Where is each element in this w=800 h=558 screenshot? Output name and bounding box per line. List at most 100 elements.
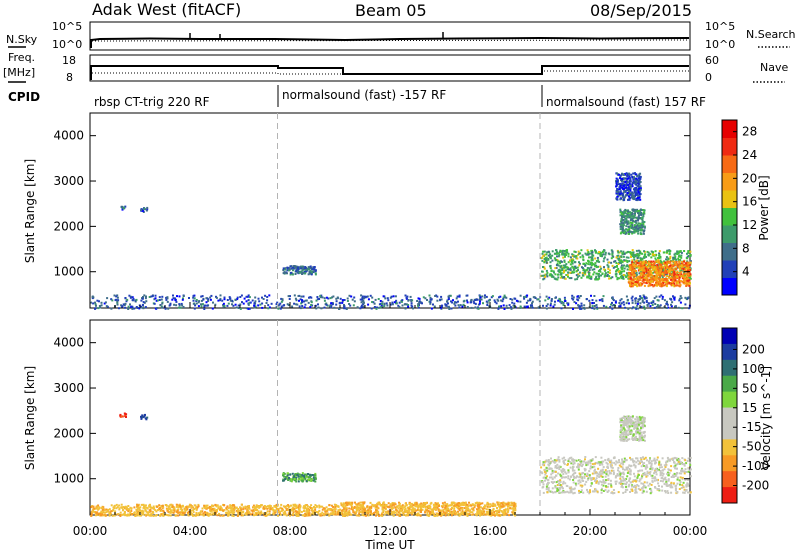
power-cell (638, 192, 640, 194)
velocity-cell (319, 515, 321, 517)
power-cell (674, 261, 676, 263)
power-cell (357, 306, 359, 308)
power-cell (633, 254, 635, 256)
power-cell (605, 306, 607, 308)
power-cell (310, 304, 312, 306)
power-cell (578, 264, 580, 266)
power-cell (600, 268, 602, 270)
power-cell (587, 267, 589, 269)
velocity-cell (167, 514, 169, 516)
power-cell (434, 295, 436, 297)
power-cell (283, 267, 285, 269)
power-cell (607, 268, 609, 270)
velocity-cell (237, 515, 239, 517)
power-cell (140, 209, 142, 211)
power-cell (258, 298, 260, 300)
power-cell (627, 251, 629, 253)
power-cell (570, 256, 572, 258)
power-cell (386, 302, 388, 304)
power-cell (605, 272, 607, 274)
power-cell (632, 185, 634, 187)
velocity-cell (368, 515, 370, 517)
power-cell (680, 265, 682, 267)
power-cell (182, 299, 184, 301)
power-cell (634, 266, 636, 268)
power-cell (635, 270, 637, 272)
power-cell (550, 303, 552, 305)
velocity-cell (253, 506, 255, 508)
power-cell (229, 297, 231, 299)
power-cell (592, 299, 594, 301)
velocity-cell (242, 514, 244, 516)
power-cell (558, 298, 560, 300)
power-cell (579, 305, 581, 307)
power-cell (624, 212, 626, 214)
power-cell (406, 297, 408, 299)
power-cell (564, 256, 566, 258)
power-cell (592, 251, 594, 253)
power-cell (405, 308, 407, 310)
power-cell (640, 176, 642, 178)
velocity-cell (166, 505, 168, 507)
power-cell (434, 306, 436, 308)
power-cell (674, 255, 676, 257)
power-cell (554, 297, 556, 299)
velocity-cell (177, 505, 179, 507)
power-cell (673, 257, 675, 259)
power-cell (111, 299, 113, 301)
power-cell (605, 252, 607, 254)
power-cell (266, 302, 268, 304)
power-cell (676, 250, 678, 252)
nave-label: Nave (760, 61, 788, 74)
power-cell (593, 308, 595, 310)
velocity-cell (300, 505, 302, 507)
power-cell (664, 284, 666, 286)
power-cell (404, 303, 406, 305)
power-cell (487, 302, 489, 304)
velocity-cell (113, 505, 115, 507)
power-cell (644, 253, 646, 255)
power-cell (311, 271, 313, 273)
velocity-cell (302, 472, 304, 474)
power-cell (261, 297, 263, 299)
power-cell (314, 268, 316, 270)
velocity-cell (378, 502, 380, 504)
velocity-cell (90, 515, 92, 517)
velocity-cell (497, 510, 499, 512)
power-cell (576, 296, 578, 298)
power-cell (634, 226, 636, 228)
power-cell (568, 255, 570, 257)
power-cell (654, 303, 656, 305)
power-cell (631, 272, 633, 274)
power-cell (557, 276, 559, 278)
power-cell (519, 301, 521, 303)
power-cell (643, 269, 645, 271)
power-cell (636, 305, 638, 307)
velocity-cell (387, 506, 389, 508)
power-cell (257, 304, 259, 306)
velocity-cell (230, 511, 232, 513)
power-cell (677, 271, 679, 273)
power-cell (301, 301, 303, 303)
power-cell (640, 232, 642, 234)
power-cell (193, 300, 195, 302)
power-cell (649, 267, 651, 269)
power-cell (146, 207, 148, 209)
power-cell (655, 261, 657, 263)
power-cell (608, 275, 610, 277)
velocity-cell (195, 508, 197, 510)
power-cell (169, 305, 171, 307)
power-cell (178, 303, 180, 305)
velocity-cell (159, 514, 161, 516)
power-cell (542, 266, 544, 268)
velocity-cell (335, 508, 337, 510)
velocity-cell (358, 515, 360, 517)
power-cell (330, 297, 332, 299)
power-cell (364, 296, 366, 298)
power-cell (630, 174, 632, 176)
velocity-cell (436, 503, 438, 505)
power-cell (629, 266, 631, 268)
velocity-cell (262, 512, 264, 514)
power-cell (624, 307, 626, 309)
power-cell (625, 187, 627, 189)
